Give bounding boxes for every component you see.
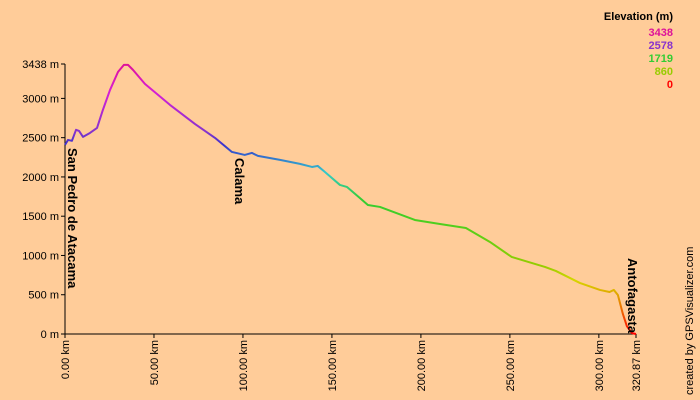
x-tick-label: 320.87 km [631,340,643,391]
legend-entry: 1719 [649,53,673,65]
y-tick-label: 0 m [41,329,59,341]
y-tick-label: 500 m [28,290,59,302]
legend-entry: 2578 [649,40,673,52]
x-tick-label: 0.00 km [60,340,72,379]
y-tick-label: 1000 m [22,250,59,262]
y-tick-label: 3000 m [22,93,59,105]
y-tick-label: 1500 m [22,211,59,223]
x-tick-label: 100.00 km [238,340,250,391]
elevation-line [64,63,637,335]
y-tick-label: 2500 m [22,133,59,145]
place-label: Calama [232,158,247,205]
x-tick-label: 250.00 km [505,340,517,391]
legend-entry: 860 [655,66,673,78]
y-tick-label: 3438 m [22,59,59,71]
legend-title: Elevation (m) [604,11,673,23]
legend-entry: 3438 [649,27,673,39]
credit: created by GPSVisualizer.com [684,247,696,395]
x-tick-label: 150.00 km [327,340,339,391]
legend-entry: 0 [667,79,673,91]
y-tick-label: 2000 m [22,172,59,184]
place-label: Antofagasta [625,258,640,334]
place-label: San Pedro de Atacama [65,148,80,289]
x-tick-label: 50.00 km [149,340,161,385]
x-tick-label: 300.00 km [594,340,606,391]
x-tick-label: 200.00 km [416,340,428,391]
